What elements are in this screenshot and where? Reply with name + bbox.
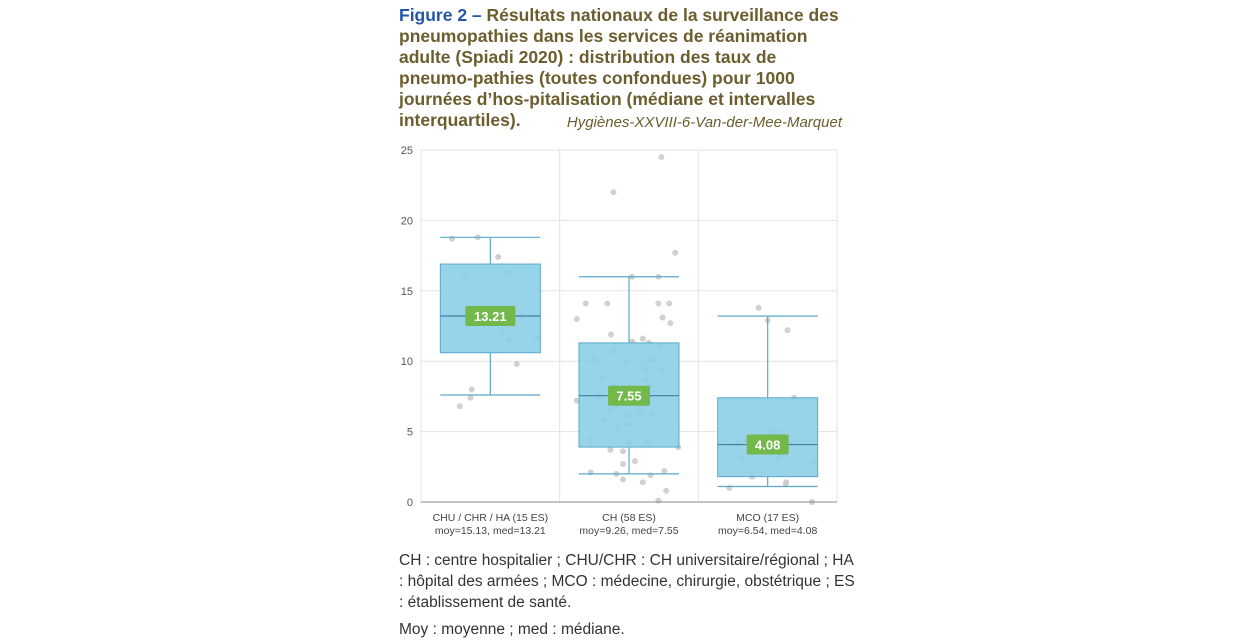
data-point [655, 300, 662, 307]
x-category-label: CHU / CHR / HA (15 ES) [433, 512, 549, 524]
data-point [620, 460, 626, 467]
data-point [448, 235, 455, 242]
data-point [672, 249, 679, 256]
data-point [632, 458, 638, 465]
data-point [639, 335, 646, 342]
median-label: 4.08 [755, 438, 780, 453]
median-label: 13.21 [474, 309, 507, 324]
y-tick-label: 0 [407, 497, 413, 509]
data-point [495, 254, 502, 261]
data-point [726, 484, 733, 491]
data-point [587, 469, 594, 476]
figure-title: Résultats nationaux de la surveillance d… [399, 5, 839, 130]
x-category-sublabel: moy=15.13, med=13.21 [435, 525, 546, 537]
data-point [659, 314, 666, 321]
data-point [658, 154, 665, 161]
median-label-bg [746, 434, 789, 455]
data-point [467, 394, 474, 401]
data-point [663, 487, 670, 494]
y-tick-label: 25 [401, 145, 413, 157]
data-point [620, 448, 626, 455]
data-point [582, 300, 589, 307]
y-tick-label: 5 [407, 427, 413, 439]
data-point [639, 479, 646, 486]
data-point [655, 497, 662, 504]
iqr-box [439, 263, 541, 354]
legend-abbreviations: CH : centre hospitalier ; CHU/CHR : CH u… [399, 552, 855, 611]
data-point [620, 476, 626, 483]
data-point [607, 446, 614, 453]
axis-labels: 0 5 10 15 20 25 CHU / CHR / HA (15 ES)moy=15.1… [401, 145, 818, 537]
data-point [610, 189, 617, 196]
data-point [666, 300, 673, 307]
y-tick-label: 20 [401, 215, 413, 227]
data-point [456, 403, 463, 410]
figure-legend: CH : centre hospitalier ; CHU/CHR : CH u… [399, 550, 859, 640]
figure-caption: Figure 2 – Résultats nationaux de la sur… [399, 5, 839, 131]
data-point [468, 386, 475, 393]
median-label-bg [465, 306, 516, 327]
median-label: 7.55 [616, 389, 641, 404]
data-point [782, 480, 789, 487]
data-point [667, 320, 674, 327]
data-point [513, 361, 520, 368]
data-point [608, 331, 614, 338]
data-point [784, 327, 791, 334]
y-tick-label: 10 [401, 356, 413, 368]
x-category-sublabel: moy=9.26, med=7.55 [579, 525, 678, 537]
x-category-label: CH (58 ES) [602, 512, 656, 524]
figure-label: Figure 2 – [399, 5, 482, 25]
x-category-label: MCO (17 ES) [736, 512, 799, 524]
data-point [647, 472, 654, 479]
data-point [604, 300, 611, 307]
legend-stats-abbreviations: Moy : moyenne ; med : médiane. [399, 621, 625, 638]
figure-source: Hygiènes-XXVIII-6-Van-der-Mee-Marquet [566, 114, 842, 131]
data-point [573, 397, 580, 404]
data-point [661, 468, 668, 475]
boxplot-chart: 13.21 7.55 4.08 0 5 10 15 20 25 CHU / CHR / HA (… [401, 145, 838, 537]
median-label-bg [608, 385, 650, 406]
y-tick-label: 15 [401, 286, 413, 298]
boxes: 13.21 7.55 4.08 [439, 236, 819, 488]
data-point [573, 315, 580, 322]
x-category-sublabel: moy=6.54, med=4.08 [718, 525, 817, 537]
data-point [755, 304, 762, 311]
